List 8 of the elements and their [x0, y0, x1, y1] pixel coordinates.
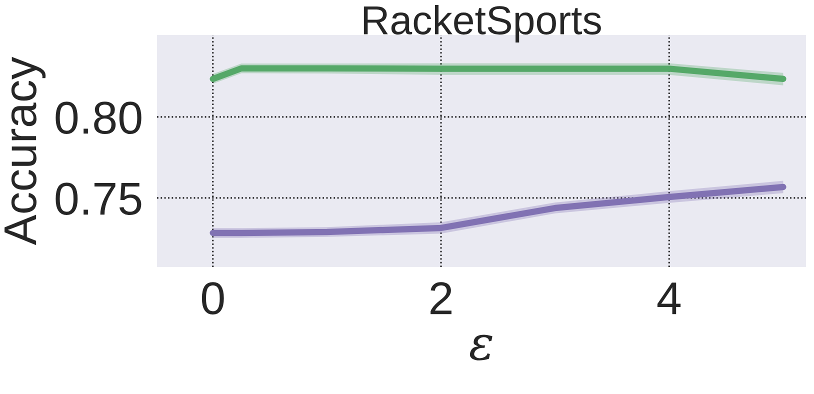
y-tick-label: 0.80 [56, 102, 142, 134]
x-tick-label: 4 [657, 282, 681, 314]
y-axis-title: Accuracy [4, 56, 46, 246]
y-tick-label: 0.75 [56, 182, 142, 216]
chart-title: RacketSports [364, 5, 601, 43]
x-tick-label: 2 [430, 282, 452, 314]
x-tick-label: 0 [202, 282, 224, 315]
x-axis-title: ε [470, 334, 492, 360]
